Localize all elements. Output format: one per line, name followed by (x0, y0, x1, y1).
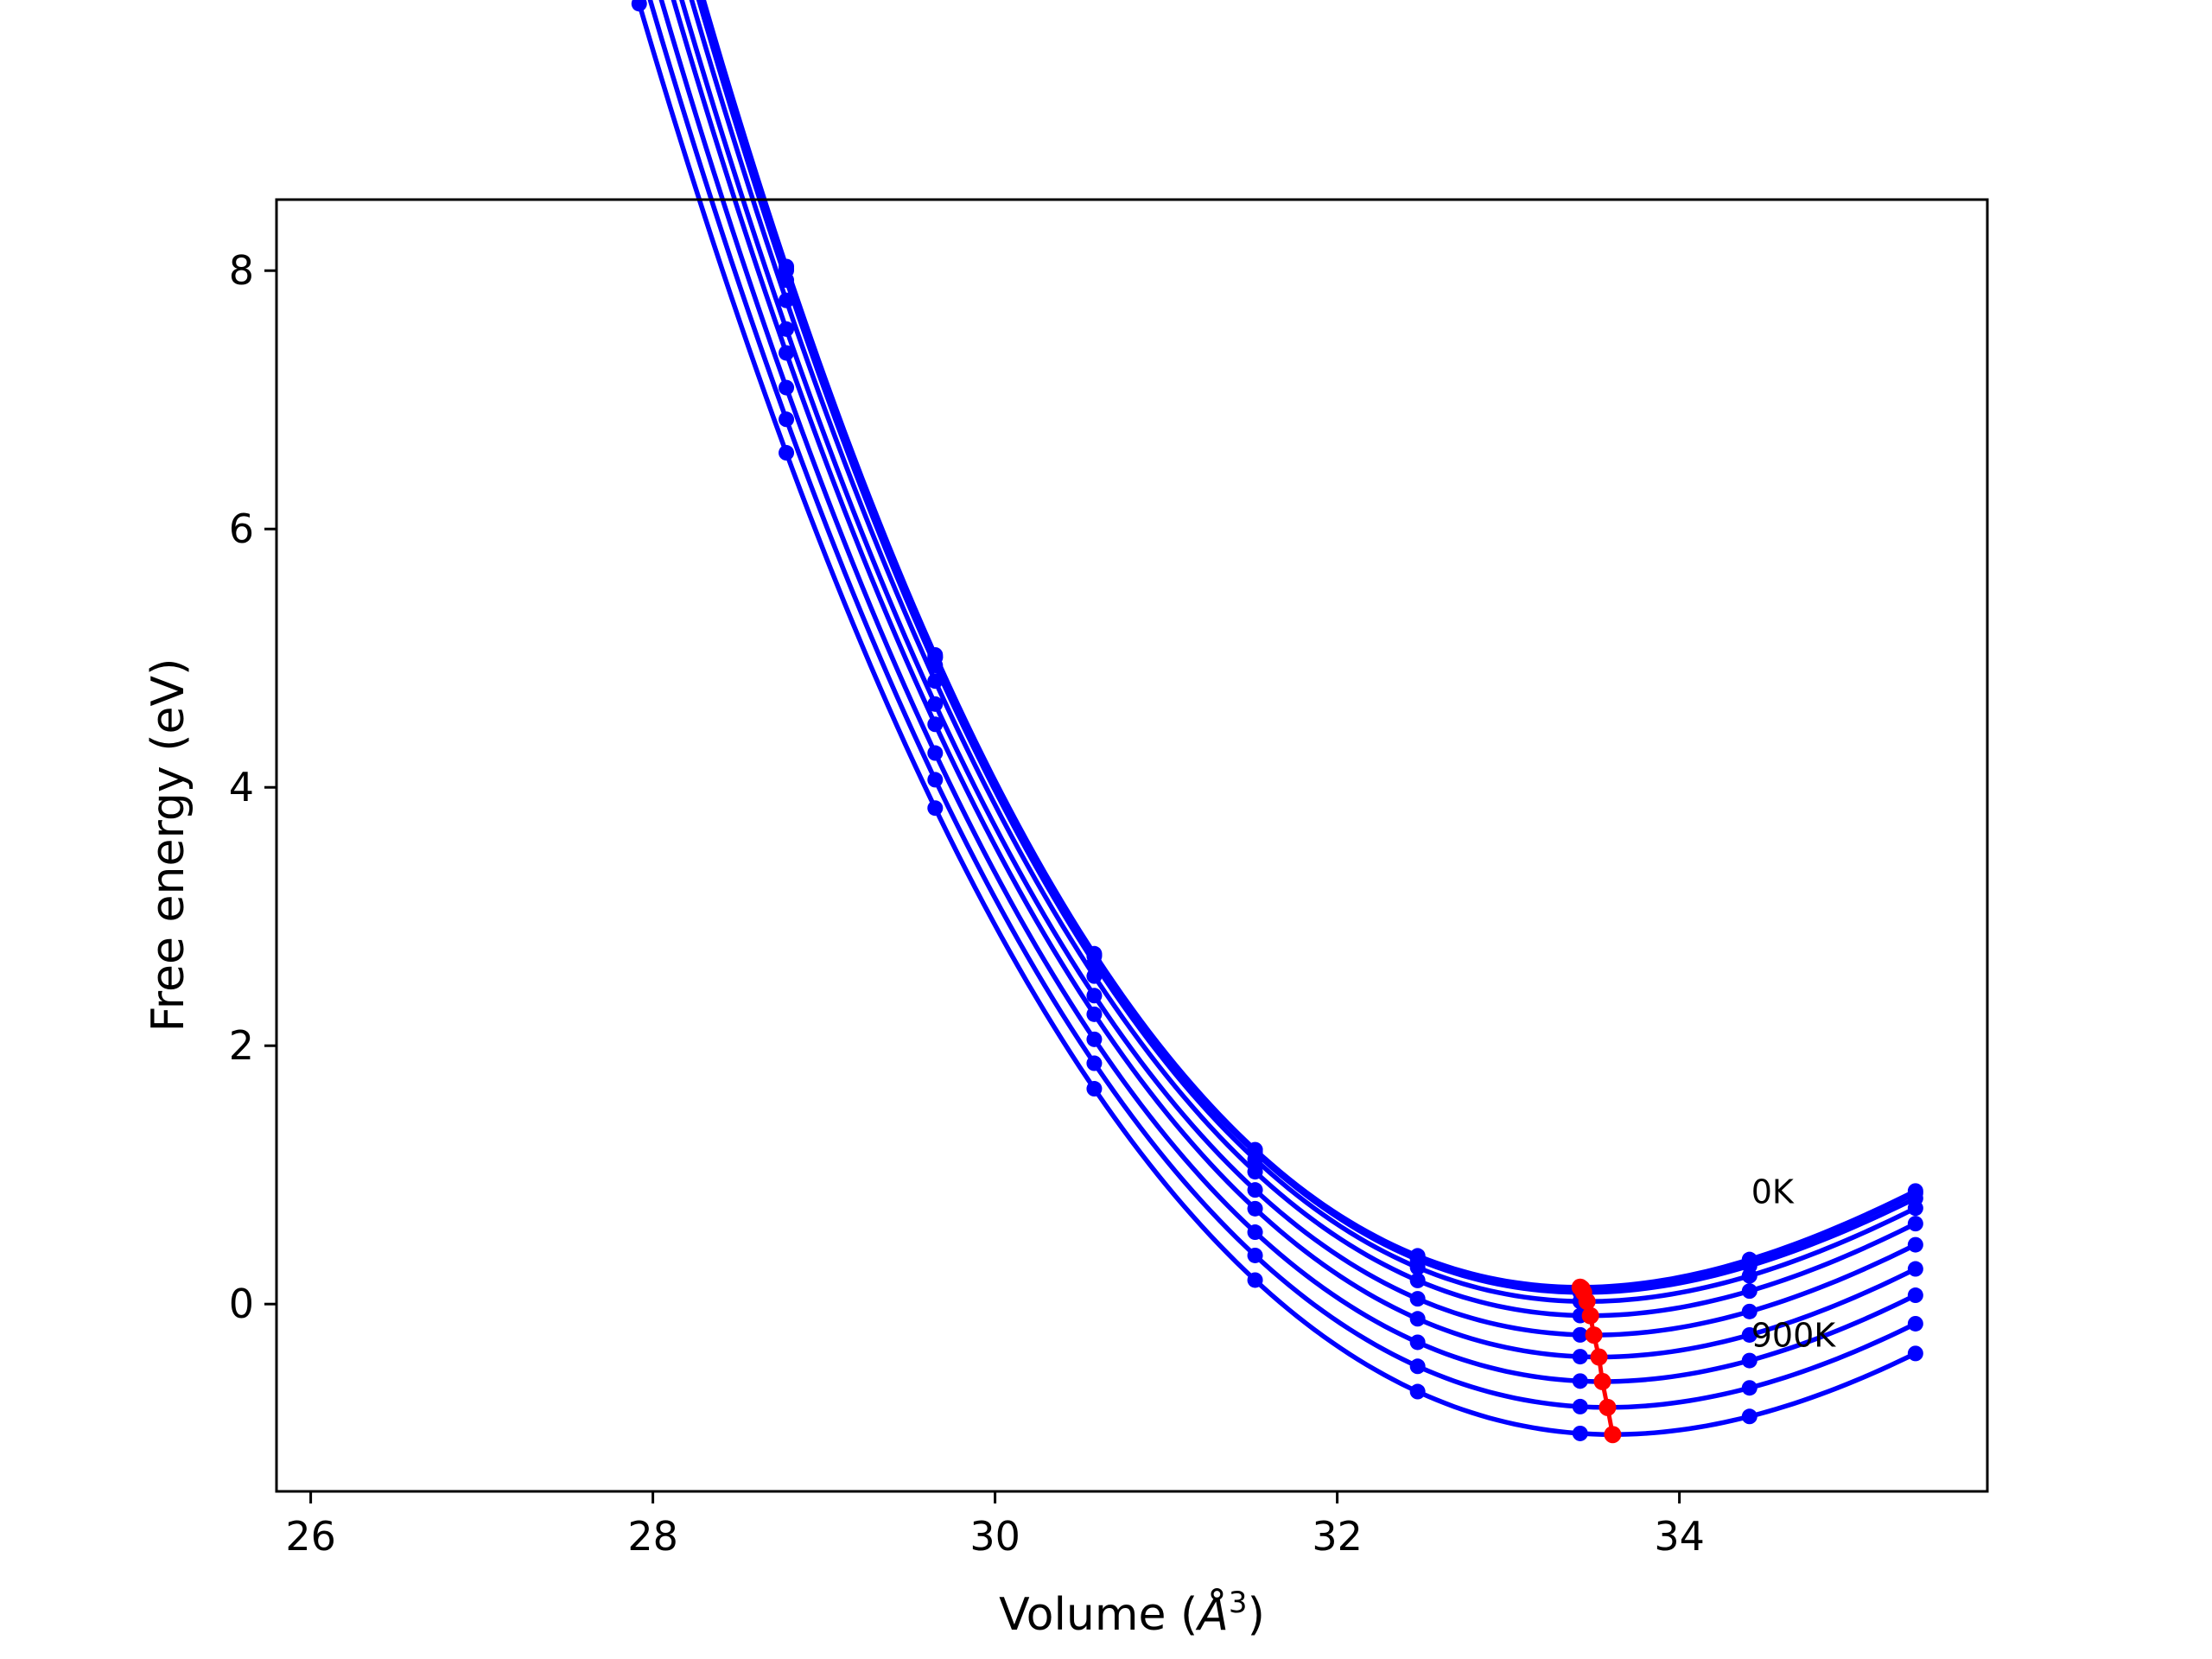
data-point-300K-6 (1247, 1151, 1263, 1167)
data-point-700K-10 (1907, 1287, 1923, 1304)
data-point-300K-4 (927, 658, 944, 674)
y-tick-label-8: 8 (229, 247, 254, 294)
curve-label-0: 0K (1751, 1173, 1795, 1211)
data-point-700K-7 (1409, 1334, 1426, 1351)
data-point-600K-10 (1907, 1261, 1923, 1277)
fit-curve-0K (699, 0, 1917, 1290)
data-point-900K-2 (631, 0, 647, 12)
data-point-400K-9 (1741, 1283, 1758, 1300)
data-point-200K-3 (779, 260, 795, 276)
data-point-500K-9 (1741, 1303, 1758, 1319)
fit-curve-700K (658, 0, 1917, 1384)
data-point-400K-5 (1086, 968, 1103, 984)
data-point-800K-7 (1409, 1358, 1426, 1375)
data-point-500K-10 (1907, 1236, 1923, 1253)
data-point-800K-4 (927, 772, 944, 788)
data-point-500K-6 (1247, 1182, 1263, 1198)
data-point-600K-5 (1086, 1006, 1103, 1022)
x-tick-label-30: 30 (969, 1513, 1020, 1560)
data-point-900K-7 (1409, 1383, 1426, 1400)
data-point-900K-8 (1572, 1425, 1588, 1441)
fit-curve-900K (635, 0, 1917, 1437)
min-point-300K (1578, 1293, 1596, 1311)
fit-curve-300K (696, 0, 1917, 1304)
plot-layer: 0K 900K (631, 0, 1923, 1444)
data-point-400K-7 (1409, 1272, 1426, 1288)
data-point-800K-5 (1086, 1055, 1103, 1071)
data-point-300K-7 (1409, 1259, 1426, 1275)
data-point-600K-7 (1409, 1311, 1426, 1327)
data-point-900K-3 (779, 445, 795, 461)
data-point-500K-3 (779, 321, 795, 337)
data-point-700K-8 (1572, 1373, 1588, 1389)
data-point-400K-10 (1907, 1216, 1923, 1232)
min-point-700K (1593, 1372, 1611, 1390)
data-point-700K-4 (927, 745, 944, 761)
fit-curve-400K (689, 0, 1917, 1319)
data-point-700K-3 (779, 379, 795, 396)
min-point-400K (1581, 1306, 1599, 1325)
fit-curve-800K (647, 0, 1917, 1410)
fit-curve-500K (679, 0, 1917, 1338)
data-point-700K-9 (1741, 1352, 1758, 1369)
data-point-900K-5 (1086, 1081, 1103, 1097)
data-point-400K-6 (1247, 1164, 1263, 1180)
curve-label-1: 900K (1751, 1317, 1837, 1355)
data-point-600K-8 (1572, 1349, 1588, 1365)
data-point-300K-3 (779, 272, 795, 289)
data-point-300K-5 (1086, 955, 1103, 971)
data-point-800K-3 (779, 411, 795, 428)
data-point-600K-4 (927, 716, 944, 733)
data-point-900K-4 (927, 800, 944, 817)
x-tick-label-34: 34 (1654, 1513, 1705, 1560)
axes-frame (275, 198, 1989, 1493)
data-point-500K-5 (1086, 988, 1103, 1004)
y-axis-label: Free energy (eV) (143, 658, 194, 1033)
data-point-800K-9 (1741, 1380, 1758, 1396)
min-point-800K (1599, 1398, 1617, 1416)
data-point-700K-6 (1247, 1224, 1263, 1241)
data-point-300K-10 (1907, 1200, 1923, 1217)
data-point-300K-9 (1741, 1268, 1758, 1284)
fit-curve-600K (671, 0, 1917, 1360)
data-point-400K-3 (779, 292, 795, 308)
data-point-600K-6 (1247, 1200, 1263, 1217)
min-point-900K (1604, 1426, 1622, 1444)
data-point-600K-9 (1741, 1326, 1758, 1343)
min-point-500K (1585, 1326, 1603, 1344)
data-point-400K-4 (927, 673, 944, 690)
x-axis-label: Volume (Å3) (999, 1586, 1265, 1641)
y-tick-label-4: 4 (229, 764, 254, 810)
data-point-500K-8 (1572, 1326, 1588, 1343)
data-point-900K-9 (1741, 1408, 1758, 1425)
y-tick-label-2: 2 (229, 1022, 254, 1069)
data-point-500K-7 (1409, 1291, 1426, 1307)
data-point-800K-6 (1247, 1247, 1263, 1263)
ticks-layer: 26 28 30 32 34 0 2 4 6 8 (229, 247, 1705, 1560)
data-point-900K-6 (1247, 1272, 1263, 1288)
data-point-800K-10 (1907, 1315, 1923, 1332)
x-tick-label-32: 32 (1312, 1513, 1363, 1560)
data-point-800K-8 (1572, 1398, 1588, 1414)
data-point-600K-3 (779, 345, 795, 361)
min-point-600K (1590, 1348, 1608, 1366)
x-tick-label-28: 28 (627, 1513, 678, 1560)
data-point-900K-10 (1907, 1345, 1923, 1362)
x-tick-label-26: 26 (285, 1513, 336, 1560)
y-tick-label-0: 0 (229, 1281, 254, 1327)
data-point-500K-4 (927, 696, 944, 712)
data-point-700K-5 (1086, 1031, 1103, 1047)
y-tick-label-6: 6 (229, 505, 254, 552)
